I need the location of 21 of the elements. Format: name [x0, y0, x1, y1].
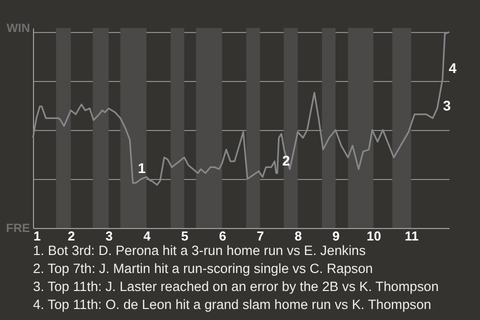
x-tick-label: 6	[218, 228, 226, 244]
annotation: 2	[282, 152, 290, 168]
x-tick-label: 11	[404, 228, 419, 244]
text: FRE	[6, 221, 30, 235]
x-tick-label: 7	[256, 228, 264, 244]
text: 4. Top 11th: O. de Leon hit a grand slam home run vs K. Thompson	[33, 296, 432, 314]
annotation: 3	[443, 97, 452, 114]
annotation: 4	[448, 60, 457, 76]
x-tick-label: 10	[366, 228, 382, 244]
x-tick-label: 8	[294, 228, 302, 244]
x-tick-label: 9	[332, 228, 340, 244]
x-tick-label: 2	[68, 228, 75, 244]
x-tick-label: 1	[34, 228, 41, 244]
text: 2. Top 7th: J. Martin hit a run-scoring single vs C. Rapson	[33, 260, 374, 278]
annotation: 1	[138, 160, 146, 176]
x-tick-label: 5	[181, 228, 188, 244]
text: 3. Top 11th: J. Laster reached on an error by the 2B vs K. Thompson	[33, 278, 439, 296]
text: 1. Bot 3rd: D. Perona hit a 3-run home run vs E. Jenkins	[33, 242, 367, 260]
x-tick-label: 3	[106, 228, 113, 244]
x-tick-label: 4	[143, 228, 152, 244]
text: WIN	[6, 21, 30, 35]
